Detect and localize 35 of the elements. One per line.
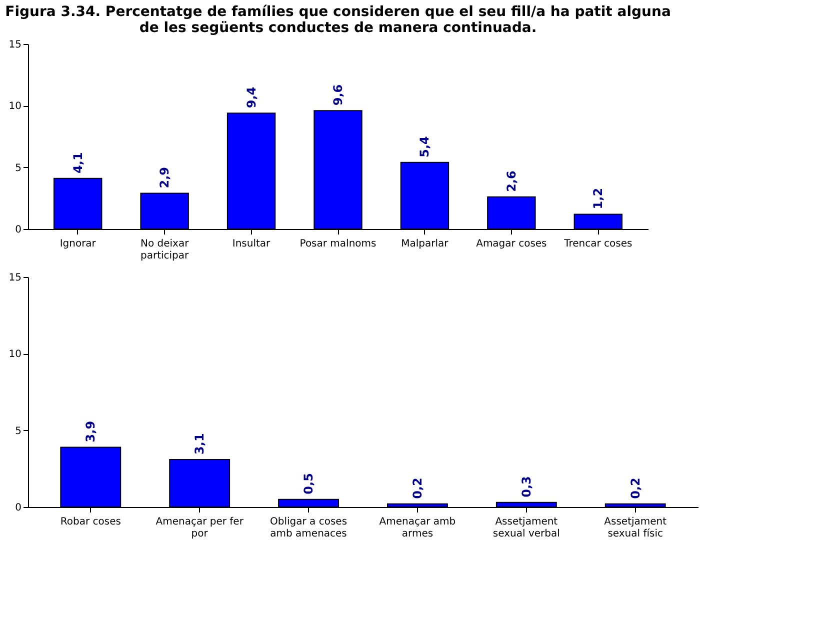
data-label: 0,2 [410,478,424,499]
x-tick-label: Posar malnoms [300,238,376,250]
x-tick-label: Insultar [232,238,272,250]
data-label: 4,1 [70,152,85,174]
x-tick-label: Amenaçar amb armes [379,516,456,540]
y-tick-label: 5 [15,162,22,174]
x-tick-label: Assetjament sexual verbal [492,516,560,540]
data-label: 0,5 [302,473,316,494]
y-tick-label: 15 [8,40,22,50]
y-tick-label: 5 [15,426,22,437]
x-tick-label: No deixar participar [140,238,190,262]
data-label: 1,2 [591,188,606,210]
data-label: 3,9 [84,420,98,442]
data-label: 9,4 [244,86,258,108]
data-label: 9,6 [331,84,345,106]
x-tick-label: Trencar coses [563,238,632,250]
x-tick-label: Amagar coses [476,238,547,250]
x-tick-label: Malparlar [401,238,450,250]
x-tick-label: Obligar a coses amb amenaces [270,516,348,540]
y-tick-label: 15 [8,272,22,284]
x-tick-label: Ignorar [60,238,97,250]
data-label: 2,9 [158,166,172,188]
data-label: 5,4 [418,136,432,158]
data-label: 3,1 [192,433,207,454]
y-tick-label: 0 [15,502,22,514]
chart-title: Figura 3.34. Percentatge de famílies que consideren que el seu fill/a ha patit alguna de les següents conductes de manera continuada. [5,4,671,36]
y-tick-label: 10 [8,101,22,112]
data-label: 0,2 [628,478,642,499]
x-tick-label: Assetjament sexual físic [604,516,667,540]
data-label: 2,6 [504,170,518,192]
y-tick-label: 10 [8,349,22,360]
y-tick-label: 0 [15,224,22,236]
x-tick-label: Amenaçar per fer por [156,516,244,540]
x-tick-label: Robar coses [60,516,121,528]
data-label: 0,3 [519,476,534,498]
